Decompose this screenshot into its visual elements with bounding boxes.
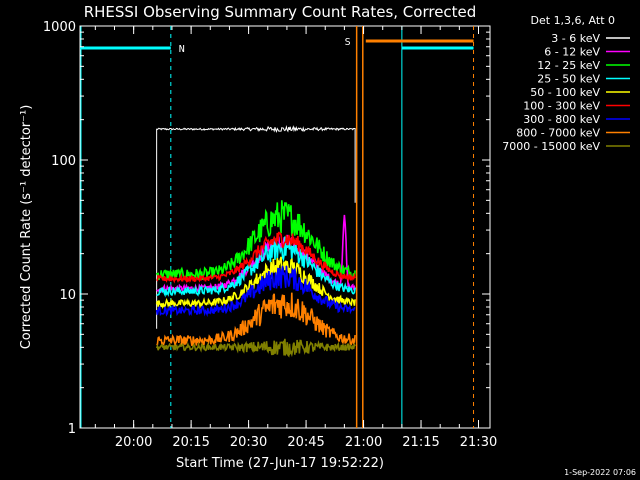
y-tick-label: 1000: [43, 20, 76, 35]
plot-area: NS: [79, 25, 491, 429]
x-tick-label: 20:15: [172, 435, 209, 450]
x-tick-label: 20:45: [287, 435, 324, 450]
series-line: [155, 256, 356, 310]
annotation-layer: NS: [80, 26, 475, 428]
y-axis: 1 10 100 1000: [43, 20, 490, 437]
legend-label: 50 - 100 keV: [530, 86, 600, 99]
legend-label: 100 - 300 keV: [523, 100, 600, 113]
series-line: [155, 265, 356, 318]
x-tick-label: 21:00: [345, 435, 382, 450]
x-tick-label: 20:00: [115, 435, 152, 450]
series-layer: [155, 124, 356, 358]
series-line: [156, 292, 356, 348]
series-line: [156, 124, 356, 329]
series-line: [156, 231, 356, 284]
legend-header: Det 1,3,6, Att 0: [531, 14, 615, 27]
y-axis-label: Corrected Count Rate (s⁻¹ detector⁻¹): [19, 105, 34, 350]
y-tick-label: 100: [51, 154, 76, 169]
night-label: N: [179, 44, 185, 55]
legend-label: 800 - 7000 keV: [516, 127, 600, 140]
legend-label: 12 - 25 keV: [537, 59, 600, 72]
x-axis: 20:00 20:15 20:30 20:45 21:00 21:15 21:30: [94, 26, 497, 450]
legend-label: 6 - 12 keV: [544, 46, 600, 59]
y-tick-label: 10: [59, 288, 76, 303]
series-line: [155, 338, 356, 358]
footer-date: 1-Sep-2022 07:06: [564, 468, 636, 477]
x-tick-label: 20:30: [230, 435, 267, 450]
plot-frame: [79, 25, 491, 429]
x-tick-label: 21:30: [460, 435, 497, 450]
series-line: [156, 236, 356, 298]
saa-label: S: [345, 37, 351, 48]
legend-label: 300 - 800 keV: [523, 113, 600, 126]
legend-label: 25 - 50 keV: [537, 73, 600, 86]
legend-label: 3 - 6 keV: [551, 32, 600, 45]
x-axis-label: Start Time (27-Jun-17 19:52:22): [176, 456, 384, 471]
chart-title: RHESSI Observing Summary Count Rates, Co…: [84, 3, 477, 21]
legend-label: 7000 - 15000 keV: [502, 140, 600, 153]
x-tick-label: 21:15: [402, 435, 439, 450]
y-tick-label: 1: [68, 422, 76, 437]
